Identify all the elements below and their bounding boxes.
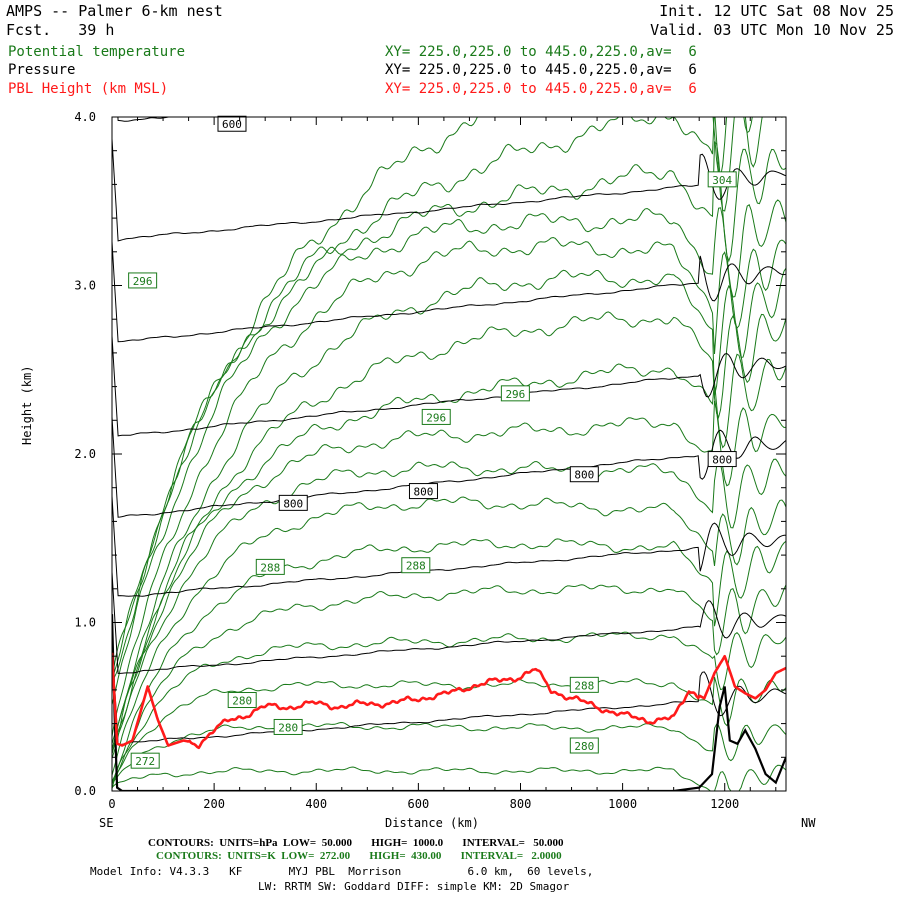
pressure-contour-5 xyxy=(112,496,786,597)
x-tick-label: 1000 xyxy=(608,797,637,811)
pressure-contour-1 xyxy=(112,138,786,242)
contour-label-box xyxy=(278,494,308,511)
y-axis-label: Height (km) xyxy=(20,366,34,445)
init-time: Init. 12 UTC Sat 08 Nov 25 xyxy=(659,2,894,20)
y-axis-label-text: Height (km) xyxy=(20,365,34,445)
model-title: AMPS -- Palmer 6-km nest xyxy=(6,2,223,20)
contour-label-280: 280 xyxy=(574,740,594,753)
theta-contour-296 xyxy=(112,236,786,737)
theta-contour-298 xyxy=(112,199,786,705)
theta-contour-278 xyxy=(112,631,786,784)
contour-label-box xyxy=(408,483,438,500)
contour-label-800: 800 xyxy=(712,454,732,467)
contour-label-box xyxy=(273,718,303,735)
field-xy-theta: XY= 225.0,225.0 to 445.0,225.0,av= 6 xyxy=(385,44,697,60)
y-tick-label: 1.0 xyxy=(74,616,96,630)
contour-labels: 600 304 296 296 296 800 800 800 800 288 288 288 280 2… xyxy=(128,115,737,769)
x-axis-label: Distance (km) xyxy=(385,816,479,830)
theta-contour-294 xyxy=(112,267,786,759)
theta-contour-286 xyxy=(112,458,786,755)
pressure-contours xyxy=(112,117,786,745)
field-name-theta: Potential temperature xyxy=(8,44,186,60)
x-tick-label: 1200 xyxy=(710,797,739,811)
theta-contour-280 xyxy=(112,584,786,785)
contour-label-box xyxy=(227,692,257,709)
footer-pressure-contours: CONTOURS: UNITS=hPa LOW= 50.000 HIGH= 10… xyxy=(148,837,564,849)
contour-label-296: 296 xyxy=(426,411,446,424)
contour-label-box xyxy=(707,451,737,468)
field-name-pressure: Pressure xyxy=(8,62,76,78)
contour-label-288: 288 xyxy=(260,561,280,574)
theta-contour-274 xyxy=(112,721,786,784)
contour-label-304: 304 xyxy=(712,174,732,187)
x-end-label-right: NW xyxy=(801,816,816,830)
contour-label-box xyxy=(569,676,599,693)
theta-contour-282 xyxy=(112,538,786,789)
theta-contours xyxy=(112,117,786,791)
contour-label-box xyxy=(707,171,737,188)
field-name-pbl: PBL Height (km MSL) xyxy=(8,81,169,97)
pressure-contour-3 xyxy=(112,335,786,437)
contour-label-288: 288 xyxy=(574,679,594,692)
terrain-profile xyxy=(112,614,786,791)
x-tick-label: 200 xyxy=(203,797,225,811)
axis-ticks: 0 200 400 600 800 1000 1200 0.0 1.0 2.0 3.0 4.0 xyxy=(74,110,786,811)
terrain-line xyxy=(112,614,786,791)
x-tick-label: 400 xyxy=(305,797,327,811)
contour-label-box xyxy=(217,115,247,132)
theta-contour-292 xyxy=(112,311,786,754)
x-end-label-left: SE xyxy=(99,816,114,830)
pressure-contour-4 xyxy=(112,416,786,518)
footer-physics: LW: RRTM SW: Goddard DIFF: simple KM: 2D… xyxy=(258,880,570,893)
theta-contour-288 xyxy=(112,400,786,750)
theta-contour-284 xyxy=(112,496,786,776)
contour-label-800: 800 xyxy=(414,486,434,499)
x-tick-label: 800 xyxy=(510,797,532,811)
theta-contour-304 xyxy=(112,117,753,683)
y-tick-label: 3.0 xyxy=(74,279,96,293)
contour-label-box xyxy=(569,466,599,483)
contour-label-280: 280 xyxy=(278,721,298,734)
contour-label-600: 600 xyxy=(222,118,242,131)
footer-theta-contours: CONTOURS: UNITS=K LOW= 272.00 HIGH= 430.… xyxy=(156,850,562,862)
y-tick-label: 4.0 xyxy=(74,110,96,124)
contour-label-800: 800 xyxy=(283,497,303,510)
theta-contour-302 xyxy=(112,117,785,677)
forecast-hour: Fcst. 39 h xyxy=(6,21,115,39)
contour-label-box xyxy=(128,272,158,289)
x-tick-label: 0 xyxy=(108,797,115,811)
contour-label-box xyxy=(255,558,285,575)
y-tick-label: 2.0 xyxy=(74,447,96,461)
footer-model-info: Model Info: V4.3.3 KF MYJ PBL Morrison 6… xyxy=(90,865,594,878)
contour-label-box xyxy=(569,737,599,754)
contour-label-box xyxy=(421,408,451,425)
contour-label-288: 288 xyxy=(406,560,426,573)
pressure-contour-7 xyxy=(112,642,786,745)
contour-label-272: 272 xyxy=(135,755,155,768)
theta-contour-276 xyxy=(112,676,786,782)
valid-time: Valid. 03 UTC Mon 10 Nov 25 xyxy=(650,21,894,39)
theta-contour-272 xyxy=(112,764,786,791)
y-tick-label: 0.0 xyxy=(74,784,96,798)
contour-label-296: 296 xyxy=(133,275,153,288)
pressure-contour-6 xyxy=(112,571,786,674)
contour-label-280: 280 xyxy=(232,695,252,708)
field-xy-pbl: XY= 225.0,225.0 to 445.0,225.0,av= 6 xyxy=(385,81,697,97)
contour-label-box xyxy=(500,385,530,402)
pbl-height xyxy=(112,652,786,750)
pbl-height-line xyxy=(112,652,786,750)
contour-label-800: 800 xyxy=(574,469,594,482)
contour-label-296: 296 xyxy=(505,388,525,401)
field-xy-pressure: XY= 225.0,225.0 to 445.0,225.0,av= 6 xyxy=(385,62,697,78)
contour-label-box xyxy=(401,557,431,574)
x-tick-label: 600 xyxy=(408,797,430,811)
contour-label-box xyxy=(130,752,160,769)
pressure-contour-0 xyxy=(117,117,177,122)
pressure-contour-2 xyxy=(112,241,786,343)
